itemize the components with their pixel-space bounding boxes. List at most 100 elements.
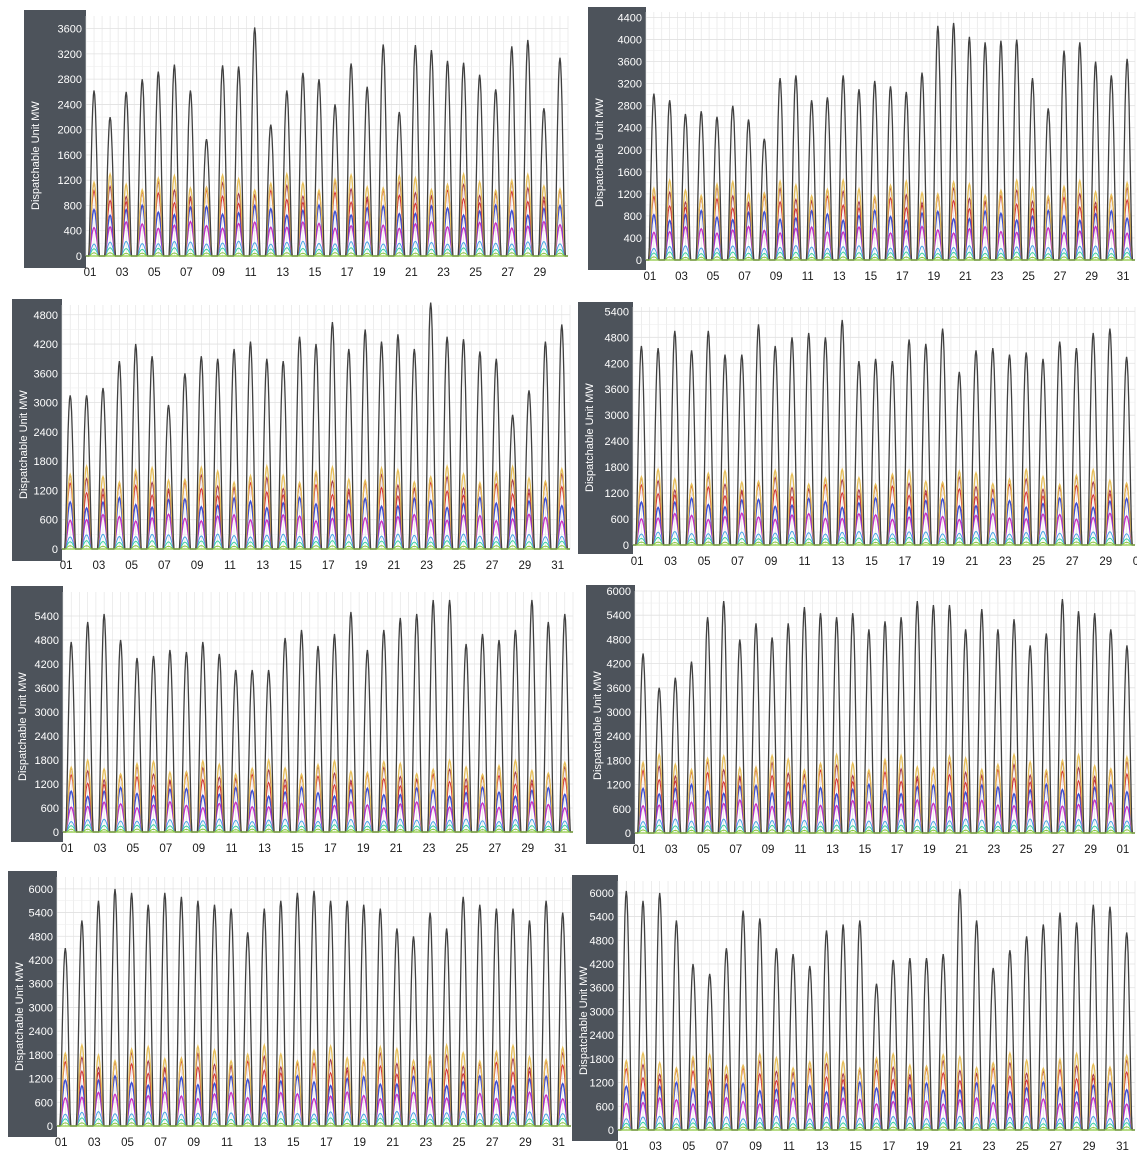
x-tick-label: 29 — [1099, 556, 1112, 568]
x-tick-label: 25 — [1020, 844, 1033, 856]
x-tick-label: 27 — [1054, 271, 1067, 283]
chart-svg: 0 400 800 1200 1600 2000 2400 2800 3200 3600 4000 4… — [618, 12, 1136, 283]
y-axis-panel — [578, 302, 633, 554]
x-tick-label: 29 — [533, 267, 546, 279]
y-tick-label: 4200 — [590, 959, 614, 971]
y-tick-label: 1200 — [607, 780, 631, 792]
y-tick-label: 2000 — [618, 145, 642, 157]
y-tick-label: 4000 — [618, 35, 642, 47]
y-tick-label: 1200 — [618, 189, 642, 201]
x-tick-label: 07 — [729, 844, 742, 856]
chart-panel-1: Dispatchable Unit MW 0 400 800 1200 1600 2000… — [24, 10, 570, 295]
y-tick-label: 3000 — [34, 398, 58, 410]
x-tick-label: 29 — [519, 1137, 532, 1149]
y-tick-label: 4200 — [35, 659, 59, 671]
x-tick-label: 27 — [486, 560, 499, 572]
x-tick-label: 11 — [799, 556, 811, 568]
x-tick-label: 01 — [1133, 556, 1137, 568]
x-tick-label: 07 — [158, 560, 171, 572]
y-tick-label: 3600 — [590, 983, 614, 995]
y-tick-label: 6000 — [607, 586, 631, 598]
x-tick-label: 21 — [405, 267, 418, 279]
x-tick-label: 31 — [1116, 1141, 1129, 1153]
x-tick-label: 29 — [1085, 271, 1098, 283]
y-tick-label: 2400 — [58, 99, 82, 111]
y-tick-label: 3000 — [35, 707, 59, 719]
y-tick-label: 5400 — [29, 908, 53, 920]
chart-panel-4: Dispatchable Unit MW 0 600 1200 1800 2400 300… — [578, 302, 1137, 580]
y-tick-label: 4200 — [34, 339, 58, 351]
x-tick-label: 21 — [959, 271, 972, 283]
x-tick-label: 11 — [802, 271, 814, 283]
x-tick-label: 17 — [341, 267, 354, 279]
y-tick-label: 3600 — [607, 683, 631, 695]
x-tick-label: 13 — [833, 271, 846, 283]
y-tick-label: 600 — [596, 1101, 614, 1113]
x-tick-label: 11 — [794, 844, 806, 856]
x-tick-label: 01 — [55, 1137, 68, 1149]
y-tick-label: 4800 — [35, 635, 59, 647]
y-tick-label: 4800 — [29, 931, 53, 943]
x-tick-label: 19 — [353, 1137, 366, 1149]
y-tick-label: 2800 — [618, 101, 642, 113]
y-tick-label: 1200 — [58, 175, 82, 187]
y-tick-label: 2000 — [58, 125, 82, 137]
x-tick-label: 23 — [420, 560, 433, 572]
x-tick-label: 09 — [770, 271, 783, 283]
x-tick-label: 03 — [675, 271, 688, 283]
x-tick-label: 15 — [309, 267, 322, 279]
x-tick-label: 25 — [469, 267, 482, 279]
chart-svg: 0 400 800 1200 1600 2000 2400 2800 3200 3600 01 03 0… — [58, 16, 569, 279]
x-tick-label: 09 — [762, 844, 775, 856]
x-tick-label: 01 — [644, 271, 657, 283]
chart-svg: 0 600 1200 1800 2400 3000 3600 4200 4800 5400 01 03… — [605, 306, 1137, 568]
y-tick-label: 3200 — [58, 49, 82, 61]
y-tick-label: 3600 — [605, 384, 629, 396]
x-tick-label: 13 — [254, 1137, 267, 1149]
x-tick-label: 01 — [631, 556, 644, 568]
x-tick-label: 13 — [276, 267, 289, 279]
x-tick-label: 15 — [865, 556, 878, 568]
y-tick-label: 2400 — [35, 731, 59, 743]
x-tick-label: 29 — [1084, 844, 1097, 856]
x-tick-label: 31 — [1117, 271, 1130, 283]
y-tick-label: 2400 — [618, 123, 642, 135]
x-tick-label: 09 — [749, 1141, 762, 1153]
chart-panel-7: Dispatchable Unit MW 0 600 1200 1800 2400 300… — [8, 871, 573, 1161]
x-tick-label: 09 — [212, 267, 225, 279]
x-tick-label: 13 — [256, 560, 269, 572]
y-tick-label: 0 — [53, 827, 59, 839]
x-tick-label: 09 — [192, 843, 205, 855]
y-tick-label: 1200 — [35, 779, 59, 791]
x-tick-label: 11 — [224, 560, 236, 572]
y-axis-panel — [11, 586, 63, 842]
x-tick-label: 27 — [501, 267, 514, 279]
x-tick-label: 09 — [765, 556, 778, 568]
x-tick-label: 07 — [159, 843, 172, 855]
y-tick-label: 4800 — [590, 935, 614, 947]
x-tick-label: 11 — [221, 1137, 233, 1149]
y-tick-label: 4800 — [605, 332, 629, 344]
y-tick-label: 1800 — [607, 755, 631, 767]
x-tick-label: 13 — [816, 1141, 829, 1153]
y-tick-label: 3200 — [618, 79, 642, 91]
y-tick-label: 1800 — [29, 1050, 53, 1062]
y-tick-label: 400 — [64, 226, 82, 238]
x-tick-label: 03 — [92, 560, 105, 572]
chart-svg: 0 600 1200 1800 2400 3000 3600 4200 4800 5400 01 03… — [35, 592, 574, 855]
y-tick-label: 2400 — [607, 731, 631, 743]
chart-svg: 0 600 1200 1800 2400 3000 3600 4200 4800 5400 6000… — [29, 877, 572, 1149]
x-tick-label: 17 — [899, 556, 912, 568]
x-tick-label: 25 — [1022, 271, 1035, 283]
x-tick-label: 15 — [289, 560, 302, 572]
x-tick-label: 03 — [116, 267, 129, 279]
chart-panel-2: Dispatchable Unit MW 0 400 800 1200 1600 2000… — [588, 7, 1137, 297]
x-tick-label: 27 — [1066, 556, 1079, 568]
x-tick-label: 15 — [291, 843, 304, 855]
x-tick-label: 19 — [355, 560, 368, 572]
x-tick-label: 19 — [373, 267, 386, 279]
y-axis-panel — [12, 299, 62, 561]
x-tick-label: 27 — [486, 1137, 499, 1149]
y-tick-label: 3600 — [35, 683, 59, 695]
x-tick-label: 01 — [60, 560, 73, 572]
